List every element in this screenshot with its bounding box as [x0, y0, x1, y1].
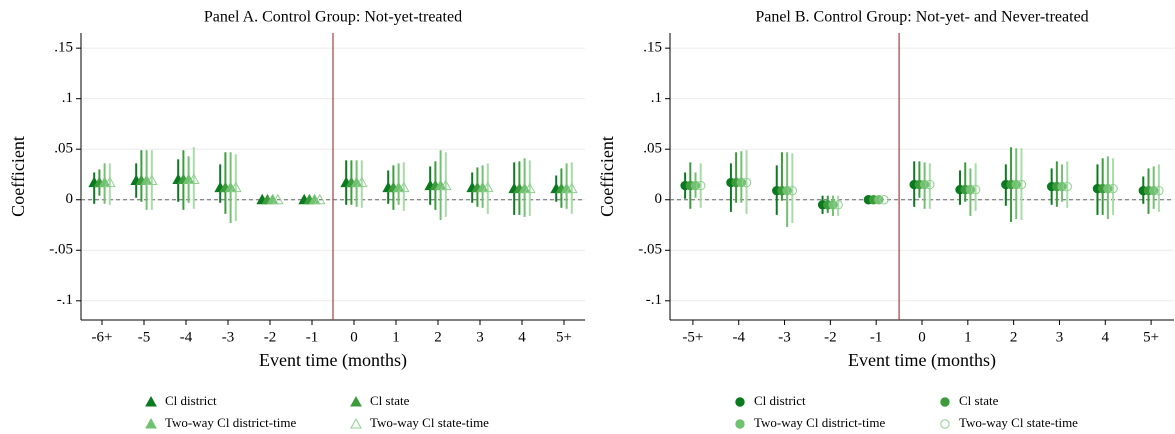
point	[736, 177, 747, 188]
y-tick-label: -.1	[646, 292, 662, 308]
point	[828, 200, 838, 210]
x-tick-label: 5+	[556, 329, 572, 345]
x-tick-label: -5	[138, 329, 151, 345]
legend-marker	[940, 397, 950, 407]
point	[1108, 183, 1118, 194]
point	[690, 180, 701, 191]
x-tick-label: -2	[264, 329, 277, 345]
point	[1011, 179, 1021, 190]
x-tick-label: -1	[870, 329, 883, 345]
x-tick-label: 4	[1102, 329, 1110, 345]
x-tick-label: 0	[350, 329, 358, 345]
point	[103, 176, 116, 188]
y-tick-label: .15	[643, 40, 662, 56]
x-tick-label: 1	[392, 329, 400, 345]
point	[1103, 183, 1113, 194]
point	[925, 179, 935, 190]
point	[481, 181, 494, 193]
legend-label: Two-way Cl state-time	[959, 415, 1078, 430]
y-tick-label: .1	[651, 90, 662, 106]
point	[271, 193, 284, 205]
x-tick-label: 0	[918, 329, 926, 345]
point	[313, 193, 326, 205]
y-tick-label: .15	[54, 40, 73, 56]
legend-label: Cl state	[959, 393, 999, 408]
legend-label: Cl state	[370, 393, 410, 408]
x-tick-label: -5+	[682, 329, 703, 345]
x-tick-label: -4	[732, 329, 745, 345]
point	[523, 182, 536, 194]
x-axis-title: Event time (months)	[259, 350, 407, 371]
point	[833, 200, 843, 210]
x-tick-label: -4	[180, 329, 193, 345]
point	[1148, 185, 1159, 196]
legend-marker	[735, 397, 745, 407]
legend-label: Two-way Cl district-time	[754, 415, 885, 430]
point	[145, 174, 158, 186]
legend-marker	[940, 419, 950, 429]
x-tick-label: 4	[518, 329, 526, 345]
chart-title: Panel A. Control Group: Not-yet-treated	[204, 9, 462, 26]
point	[187, 173, 200, 185]
point	[355, 176, 368, 188]
y-tick-label: -.1	[57, 292, 73, 308]
point	[879, 195, 889, 205]
y-axis-title: Coefficient	[597, 136, 617, 217]
legend-marker	[145, 395, 157, 407]
legend-marker	[350, 417, 362, 429]
point	[874, 195, 884, 205]
y-tick-label: -.05	[49, 242, 73, 258]
point	[970, 184, 981, 195]
x-tick-label: -2	[824, 329, 837, 345]
legend-label: Two-way Cl state-time	[370, 415, 489, 430]
x-tick-label: 3	[476, 329, 484, 345]
x-tick-label: -1	[306, 329, 319, 345]
x-tick-label: 2	[434, 329, 442, 345]
point	[787, 185, 798, 196]
x-tick-label: -3	[778, 329, 791, 345]
y-tick-label: 0	[66, 191, 74, 207]
point	[919, 179, 930, 190]
legend-label: Cl district	[165, 393, 217, 408]
point	[1057, 181, 1067, 192]
point	[229, 181, 242, 193]
point	[696, 180, 706, 191]
y-axis-title: Coefficient	[8, 136, 28, 217]
y-tick-label: 0	[655, 191, 663, 207]
point	[1062, 181, 1072, 192]
point	[1016, 179, 1027, 190]
y-tick-label: .1	[62, 90, 73, 106]
point	[782, 185, 792, 196]
x-tick-label: -3	[222, 329, 235, 345]
x-tick-label: 1	[964, 329, 972, 345]
legend-marker	[350, 395, 362, 407]
x-tick-label: 2	[1010, 329, 1018, 345]
legend-marker	[145, 417, 157, 429]
point	[439, 179, 452, 191]
point	[1154, 185, 1164, 196]
y-tick-label: .05	[54, 141, 73, 157]
x-tick-label: 3	[1056, 329, 1064, 345]
chart-title: Panel B. Control Group: Not-yet- and Nev…	[755, 9, 1088, 26]
point	[565, 182, 578, 194]
x-tick-label: 5+	[1143, 329, 1159, 345]
y-tick-label: .05	[643, 141, 662, 157]
point	[397, 181, 410, 193]
legend-label: Two-way Cl district-time	[165, 415, 296, 430]
point	[965, 184, 976, 195]
x-tick-label: -6+	[92, 329, 113, 345]
legend-label: Cl district	[754, 393, 806, 408]
point	[741, 177, 752, 188]
y-tick-label: -.05	[638, 242, 662, 258]
x-axis-title: Event time (months)	[848, 350, 996, 371]
legend-marker	[735, 419, 745, 429]
